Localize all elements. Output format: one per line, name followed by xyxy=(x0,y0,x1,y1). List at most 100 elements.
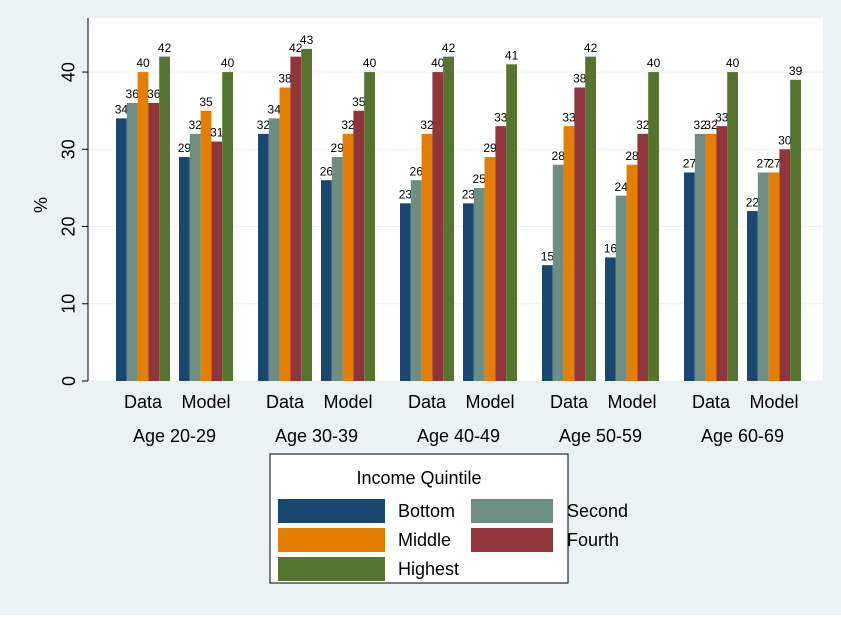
data-label: 23 xyxy=(399,188,413,202)
data-label: 32 xyxy=(636,118,650,132)
data-label: 42 xyxy=(584,41,598,55)
x-tick-label: Data xyxy=(266,392,305,412)
bar xyxy=(364,72,375,381)
data-label: 40 xyxy=(726,56,740,70)
data-label: 36 xyxy=(126,87,140,101)
data-label: 33 xyxy=(715,110,729,124)
data-label: 36 xyxy=(147,87,161,101)
legend-key xyxy=(278,499,385,523)
bar xyxy=(768,172,780,381)
legend-key xyxy=(471,499,553,523)
data-label: 23 xyxy=(462,188,476,202)
group-label: Age 60-69 xyxy=(701,426,784,446)
bar xyxy=(790,79,801,381)
y-axis-label: % xyxy=(31,197,51,213)
bar xyxy=(137,72,149,381)
bar xyxy=(716,126,728,382)
legend-key xyxy=(278,557,385,581)
data-label: 42 xyxy=(442,41,456,55)
data-label: 28 xyxy=(552,149,566,163)
bar xyxy=(484,157,496,381)
y-tick-label: 20 xyxy=(59,217,79,237)
group-label: Age 30-39 xyxy=(275,426,358,446)
data-label: 32 xyxy=(694,118,708,132)
bar xyxy=(290,56,302,382)
bar xyxy=(506,64,517,381)
data-label: 35 xyxy=(199,95,213,109)
bar xyxy=(648,72,659,381)
data-label: 41 xyxy=(505,49,519,63)
bar xyxy=(473,187,485,381)
legend-title: Income Quintile xyxy=(356,468,481,488)
bar xyxy=(574,87,586,382)
data-label: 43 xyxy=(300,33,314,47)
data-label: 24 xyxy=(615,180,629,194)
bar xyxy=(342,133,354,381)
bar xyxy=(179,157,190,381)
x-tick-label: Data xyxy=(550,392,589,412)
bar xyxy=(321,180,332,381)
group-label: Age 20-29 xyxy=(133,426,216,446)
data-label: 26 xyxy=(320,164,334,178)
data-label: 27 xyxy=(683,157,697,171)
data-label: 30 xyxy=(778,133,792,147)
bar xyxy=(637,133,649,381)
group-label: Age 40-49 xyxy=(417,426,500,446)
bar xyxy=(258,133,269,381)
data-label: 32 xyxy=(704,118,718,132)
bar xyxy=(116,118,127,381)
bar xyxy=(626,164,638,381)
bar xyxy=(443,56,454,382)
data-label: 33 xyxy=(562,110,576,124)
x-tick-label: Model xyxy=(607,392,656,412)
x-tick-label: Model xyxy=(323,392,372,412)
data-label: 29 xyxy=(178,141,192,155)
bar xyxy=(189,133,201,381)
bar xyxy=(353,110,365,382)
x-tick-label: Model xyxy=(749,392,798,412)
legend-label: Second xyxy=(567,501,628,521)
data-label: 15 xyxy=(541,249,555,263)
bar xyxy=(148,102,160,381)
bar xyxy=(747,211,758,381)
bar xyxy=(301,48,312,381)
y-tick-label: 10 xyxy=(59,294,79,314)
bar xyxy=(279,87,291,382)
bar xyxy=(585,56,596,382)
bar xyxy=(331,157,343,381)
data-label: 32 xyxy=(420,118,434,132)
bar xyxy=(705,133,717,381)
data-label: 40 xyxy=(431,56,445,70)
data-label: 26 xyxy=(410,164,424,178)
bar xyxy=(694,133,706,381)
data-label: 27 xyxy=(767,157,781,171)
y-tick-label: 0 xyxy=(59,376,79,386)
data-label: 42 xyxy=(289,41,303,55)
data-label: 16 xyxy=(604,242,618,256)
data-label: 40 xyxy=(647,56,661,70)
data-label: 40 xyxy=(221,56,235,70)
data-label: 34 xyxy=(115,103,129,117)
bar xyxy=(495,126,507,382)
bar xyxy=(222,72,233,381)
bar xyxy=(552,164,564,381)
bar xyxy=(779,149,791,381)
legend-key xyxy=(471,528,553,552)
bar xyxy=(211,141,223,381)
data-label: 32 xyxy=(257,118,271,132)
data-label: 33 xyxy=(494,110,508,124)
y-tick-label: 30 xyxy=(59,139,79,159)
data-label: 28 xyxy=(625,149,639,163)
bar xyxy=(126,102,138,381)
bar xyxy=(615,195,627,381)
bar xyxy=(268,118,280,381)
data-label: 40 xyxy=(363,56,377,70)
x-tick-label: Model xyxy=(181,392,230,412)
data-label: 38 xyxy=(278,72,292,86)
data-label: 38 xyxy=(573,72,587,86)
bar xyxy=(463,203,474,381)
bar xyxy=(542,265,553,381)
bar xyxy=(159,56,170,382)
data-label: 32 xyxy=(189,118,203,132)
data-label: 39 xyxy=(789,64,803,78)
